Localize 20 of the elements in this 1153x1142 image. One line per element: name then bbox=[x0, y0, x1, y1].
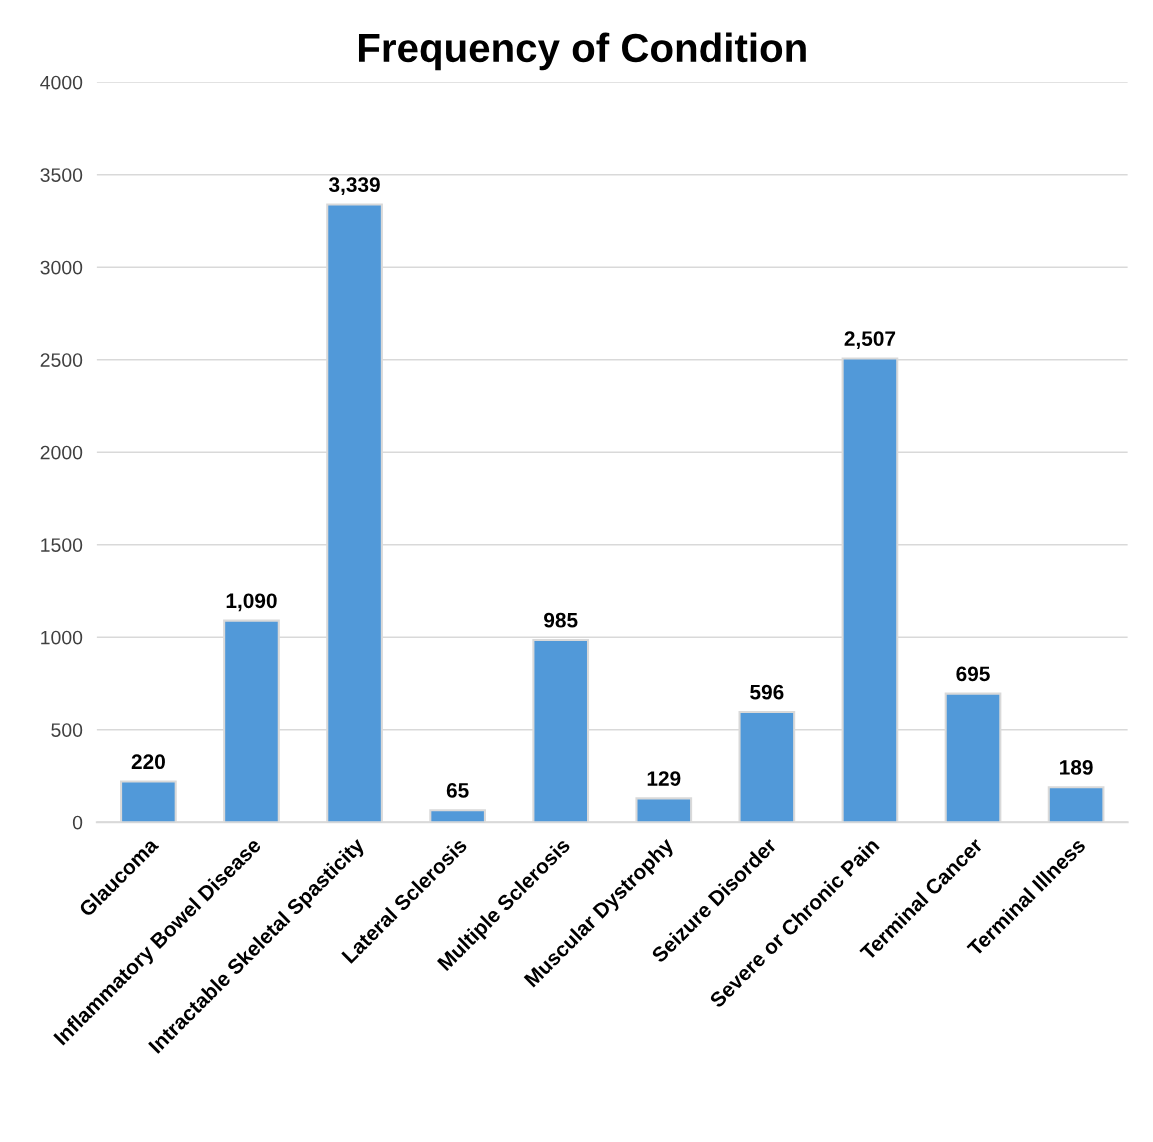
y-tick-label: 3000 bbox=[40, 260, 83, 275]
chart-title: Frequency of Condition bbox=[358, 32, 806, 71]
data-label: 3,339 bbox=[328, 177, 380, 196]
y-tick-label: 3500 bbox=[40, 168, 83, 182]
data-label: 1,090 bbox=[226, 593, 277, 612]
data-label: 985 bbox=[544, 612, 578, 628]
data-label: 65 bbox=[446, 783, 469, 798]
data-label: 596 bbox=[750, 684, 784, 700]
data-label: 129 bbox=[647, 771, 681, 786]
data-label: 220 bbox=[131, 754, 165, 770]
y-tick-label: 2500 bbox=[40, 353, 83, 367]
data-label: 695 bbox=[956, 666, 990, 682]
data-label: 2,507 bbox=[844, 331, 896, 349]
y-tick-label: 500 bbox=[51, 723, 83, 737]
y-tick-label: 2000 bbox=[40, 445, 83, 460]
y-tick-label: 1000 bbox=[41, 630, 83, 645]
y-tick-label: 4000 bbox=[40, 75, 83, 90]
data-label: 189 bbox=[1060, 760, 1093, 775]
y-tick-label: 1500 bbox=[41, 538, 83, 552]
y-tick-label: 0 bbox=[72, 815, 83, 830]
